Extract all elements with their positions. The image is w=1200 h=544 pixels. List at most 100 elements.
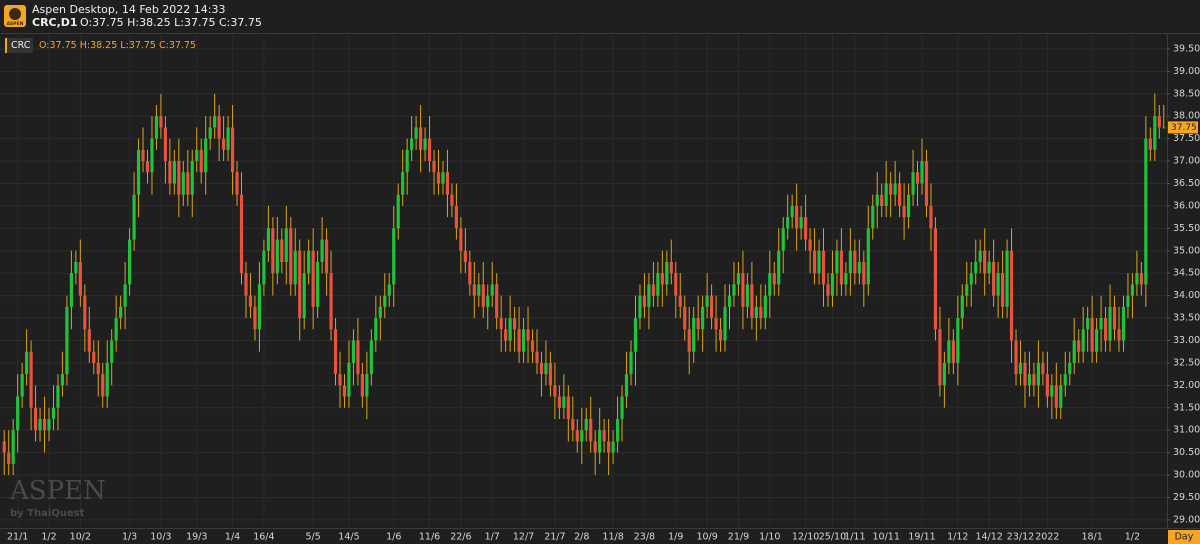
candle-body [799,217,803,229]
candle-body [1077,340,1081,352]
candle-body [875,194,879,206]
candle-body [763,295,767,319]
candle-body [410,138,414,150]
candle-body [423,138,427,150]
candle-body [562,396,566,408]
candle-body [513,318,517,330]
candle-body [110,340,114,363]
candle-body [454,205,459,229]
x-tick-label: 25/10 [819,532,846,543]
candle-body [548,362,553,386]
candle-body [651,284,655,296]
candle-body [11,430,15,464]
candle-body [347,362,351,397]
candle-body [960,295,964,319]
candle-body [42,418,47,431]
candle-body [463,250,467,262]
candle-body [669,261,673,274]
candle-body [821,250,826,285]
y-tick-label: 34.00 [1173,290,1200,301]
y-tick-label: 35.50 [1173,223,1200,234]
candle-body [754,306,758,319]
candle-body [786,217,790,229]
candle-body [105,362,109,397]
candle-body [884,183,888,206]
candle-body [226,127,230,150]
candle-body [1144,138,1148,285]
candle-body [701,306,705,330]
watermark-by: by ThaiQuest [10,508,85,519]
candle-body [83,295,87,330]
candle-body [490,284,494,296]
candle-body [302,273,306,319]
candle-body [69,273,73,307]
candle-body [459,228,463,251]
candle-body [445,172,450,195]
candle-body [1072,340,1076,363]
candle-body [839,250,844,285]
candle-body [665,261,669,285]
candle-body [222,138,226,150]
candle-body [1108,306,1112,341]
candle-body [414,127,418,139]
candle-body [709,295,714,319]
candle-body [271,228,275,274]
x-tick-label: 12/10 [792,532,819,543]
x-tick-label: 14/12 [975,532,1002,543]
candle-body [289,228,293,285]
y-tick-label: 31.50 [1173,402,1200,413]
candle-body [736,273,741,285]
candle-body [1148,138,1152,150]
candle-body [477,284,481,296]
candle-body [1018,362,1023,375]
logo-mark [9,8,21,20]
candle-body [992,261,996,296]
candle-body [311,250,315,307]
candle-body [51,407,56,419]
watermark-brand: ASPEN [9,476,106,506]
candle-body [553,385,557,397]
y-tick-label: 36.50 [1173,178,1200,189]
x-tick-label: 12/7 [513,532,534,543]
candle-body [235,172,239,195]
candle-body [1005,250,1009,307]
y-tick-label: 32.50 [1173,357,1200,368]
candle-body [750,284,754,319]
x-tick-label: 11/8 [602,532,623,543]
candle-body [284,228,288,262]
candle-body [1103,318,1108,341]
candle-body [790,205,794,218]
y-tick-label: 37.00 [1173,156,1200,167]
candle-body [324,239,329,274]
candle-body [181,172,185,195]
y-tick-label: 33.50 [1173,313,1200,324]
watermark: ASPEN by ThaiQuest [9,476,106,519]
candle-body [441,172,445,184]
candle-body [25,351,29,375]
candle-body [624,374,629,397]
candle-body [660,273,664,285]
ohlc: O:37.75 H:38.25 L:37.75 C:37.75 [80,16,262,29]
candle-body [401,172,405,195]
candle-body [575,430,579,442]
logo: ASPEN [4,5,26,27]
candle-body [718,329,723,341]
candle-body [280,239,284,262]
y-tick-label: 31.00 [1173,425,1200,436]
candle-body [544,362,548,375]
x-tick-label: 19/3 [186,532,207,543]
axes: 29.00 29.50 30.00 30.50 31.00 31.50 32.00 32.50… [7,43,1200,542]
candle-body [1162,127,1166,129]
y-tick-label: 35.00 [1173,245,1200,256]
candle-body [320,239,324,262]
candle-body [1041,362,1045,375]
y-tick-label: 38.50 [1173,88,1200,99]
candle-body [768,273,772,296]
candle-body [911,172,915,195]
candle-body [880,194,884,206]
y-tick-label: 38.00 [1173,111,1200,122]
candle-body [338,374,342,386]
x-tick-label: 1/2 [41,532,56,543]
x-tick-label: 1/7 [485,532,500,543]
